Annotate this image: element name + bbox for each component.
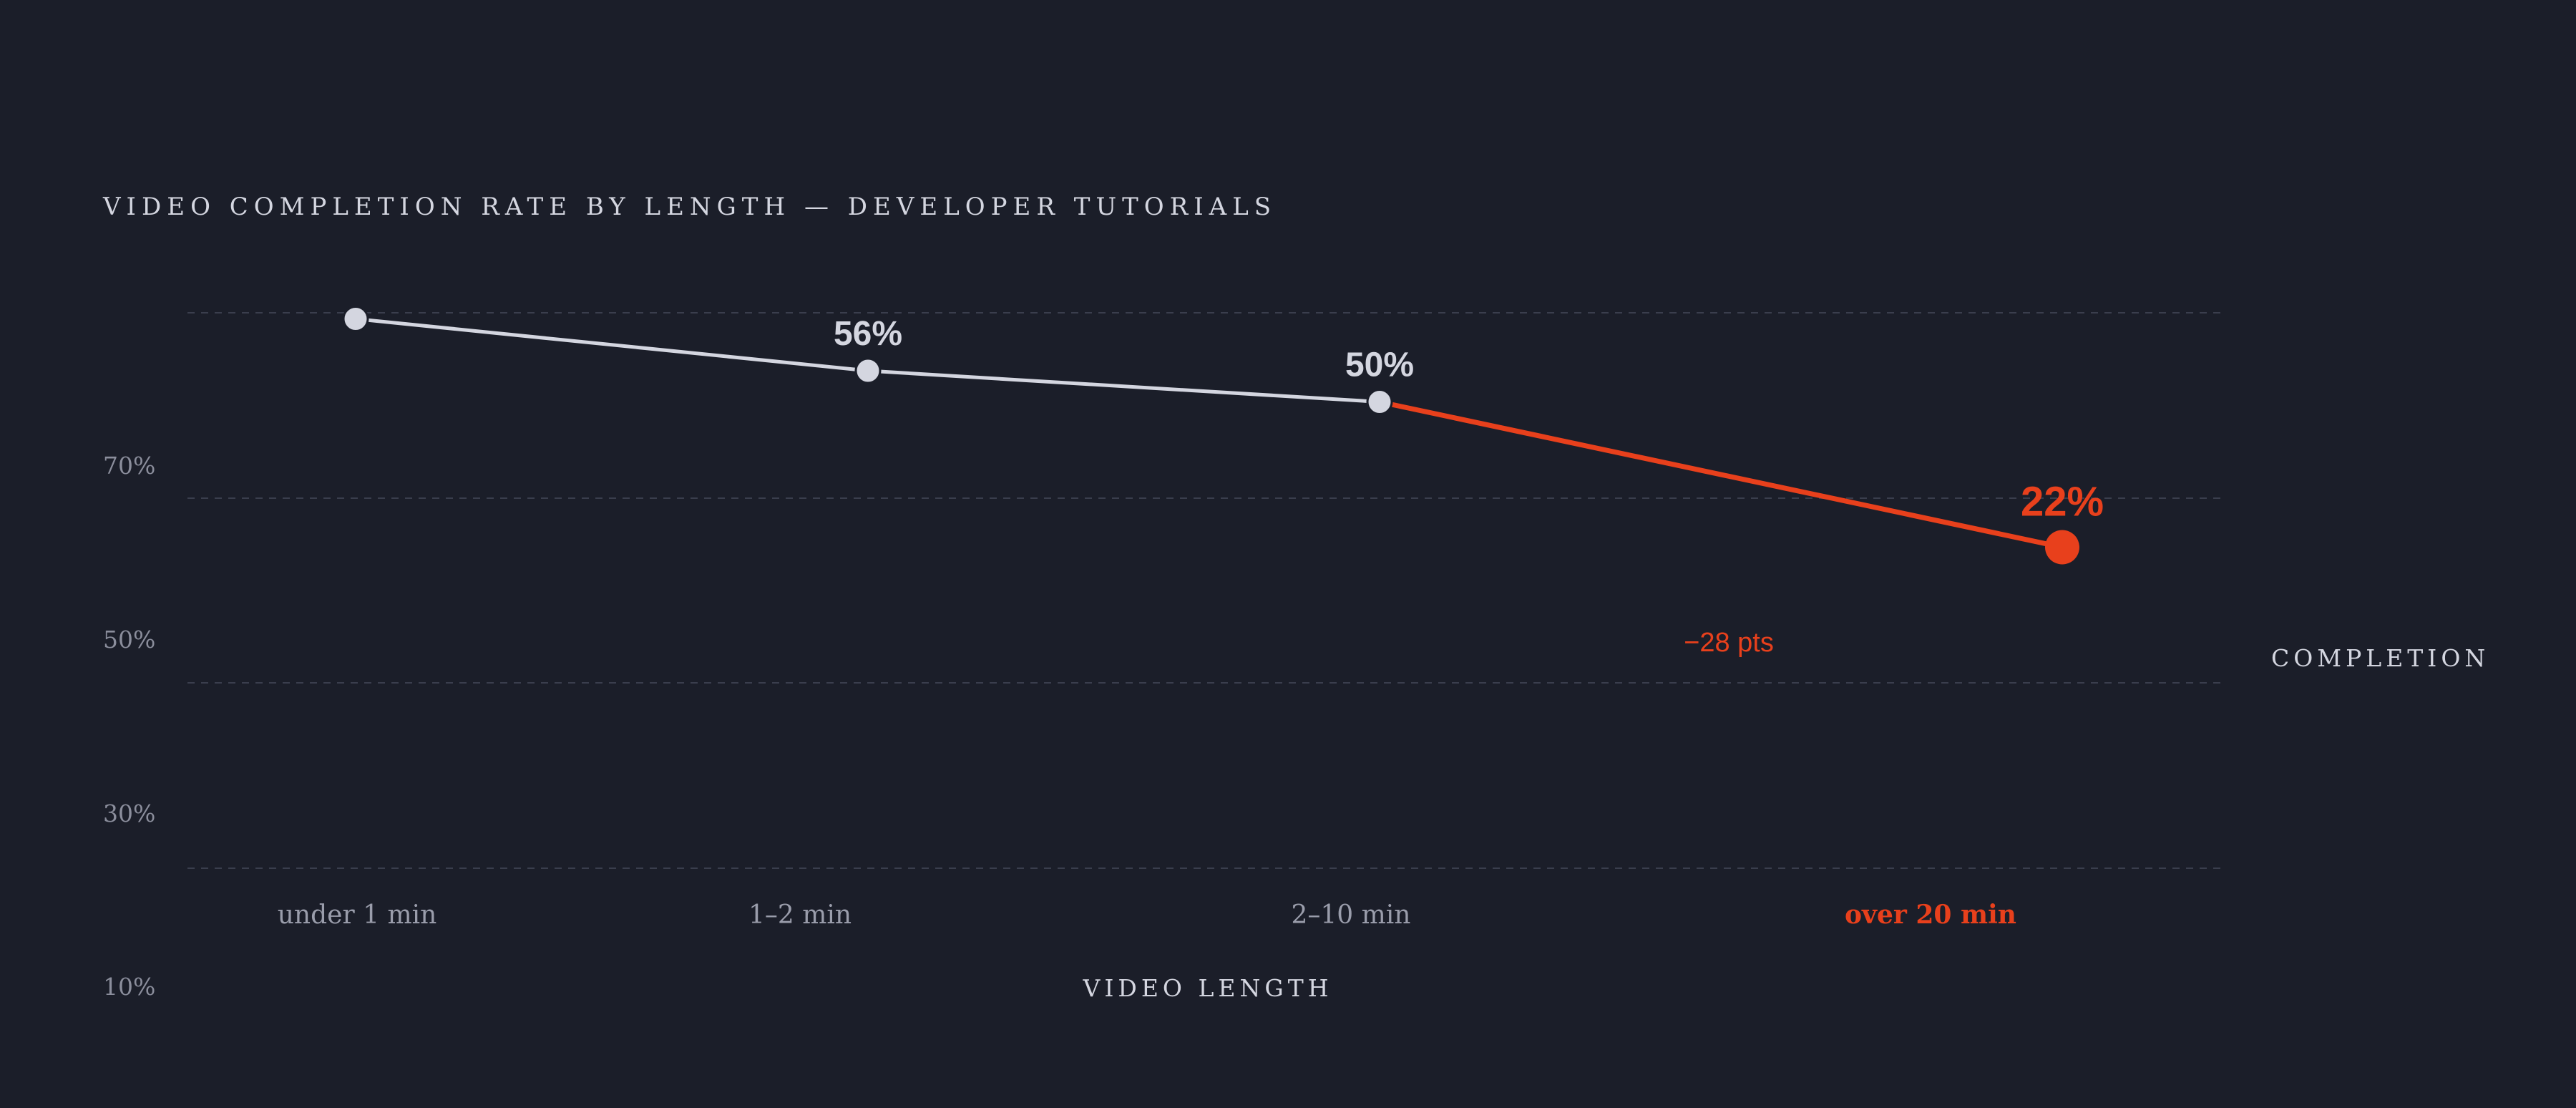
y-tick-label: 10%	[103, 973, 155, 1001]
x-tick-label: under 1 min	[278, 900, 437, 930]
x-axis-ticks: under 1 min 1–2 min 2–10 min over 20 min	[278, 900, 2016, 930]
chart-title: VIDEO COMPLETION RATE BY LENGTH — DEVELO…	[102, 193, 1277, 221]
series-segment	[353, 317, 870, 373]
y-tick-label: 70%	[103, 452, 155, 480]
x-tick-label: over 20 min	[1845, 900, 2016, 930]
data-labels: 56% 50% 22%	[834, 315, 2104, 525]
drop-annotation: −28 pts	[1684, 628, 1774, 658]
data-point	[854, 357, 882, 384]
data-points	[342, 306, 2079, 565]
x-tick-label: 1–2 min	[748, 900, 852, 930]
data-point	[342, 306, 369, 332]
highlight-data-point	[2045, 530, 2079, 565]
y-axis-ticks: 70% 50% 30% 10%	[103, 452, 155, 1001]
data-label: 50%	[1345, 346, 1414, 384]
y-tick-label: 50%	[103, 626, 155, 653]
grid-lines	[187, 312, 2221, 869]
x-axis-label: VIDEO LENGTH	[1083, 974, 1333, 1002]
highlight-segment	[1377, 399, 2065, 550]
data-point	[1366, 389, 1393, 415]
y-tick-label: 30%	[103, 800, 155, 827]
series-segment	[866, 369, 1382, 404]
data-label: 56%	[834, 315, 902, 353]
data-label: 22%	[2021, 479, 2104, 525]
series-lines	[353, 317, 2065, 550]
x-tick-label: 2–10 min	[1292, 900, 1411, 930]
y-axis-label: COMPLETION	[2271, 644, 2489, 672]
